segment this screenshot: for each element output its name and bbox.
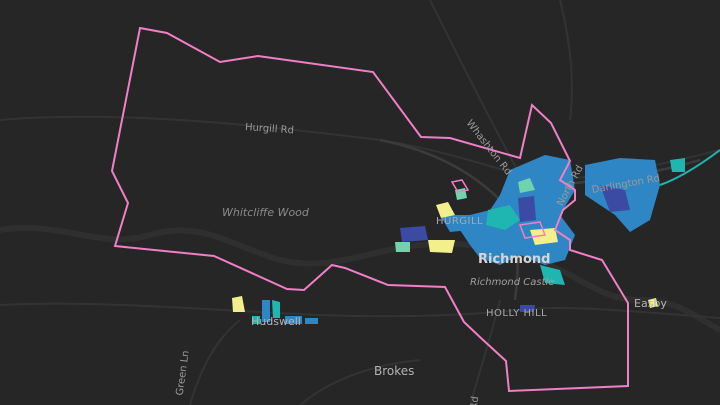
label-richmond-castle: Richmond Castle: [470, 277, 555, 288]
area-yellow: [436, 202, 455, 218]
area-blue: [600, 185, 630, 212]
area-blue: [285, 316, 302, 324]
data-areas: [232, 149, 720, 324]
label-whitcliffe-wood: Whitcliffe Wood: [222, 206, 309, 219]
boundary-inner: [450, 179, 547, 239]
label-brokes: Brokes: [374, 364, 415, 378]
area-teal: [670, 158, 685, 172]
area-navy: [520, 305, 535, 312]
area-blue: [460, 155, 575, 265]
label-hurgill: HURGILL: [436, 216, 484, 227]
label-holly-hill: HOLLY HILL: [486, 308, 548, 319]
teal-road: [659, 149, 720, 186]
area-teal: [252, 316, 260, 324]
label-richmond: Richmond: [478, 252, 551, 267]
boundary-outline: [110, 26, 629, 393]
area-yellow: [648, 298, 658, 308]
area-teal: [272, 300, 280, 318]
area-teal: [486, 205, 520, 230]
road-label-rd: Rd: [468, 395, 482, 405]
area-mint: [518, 178, 535, 193]
label-easby: Easby: [634, 297, 667, 310]
area-teal: [540, 265, 565, 285]
area-navy: [518, 196, 536, 222]
area-blue: [440, 215, 470, 232]
label-hudswell: Hudswell: [251, 315, 301, 328]
area-mint: [395, 242, 410, 252]
area-blue: [262, 300, 270, 322]
area-navy: [400, 226, 428, 242]
area-yellow: [428, 240, 455, 253]
area-blue: [305, 318, 318, 324]
area-yellow: [530, 228, 558, 245]
river: [0, 224, 720, 333]
area-yellow: [232, 296, 245, 312]
